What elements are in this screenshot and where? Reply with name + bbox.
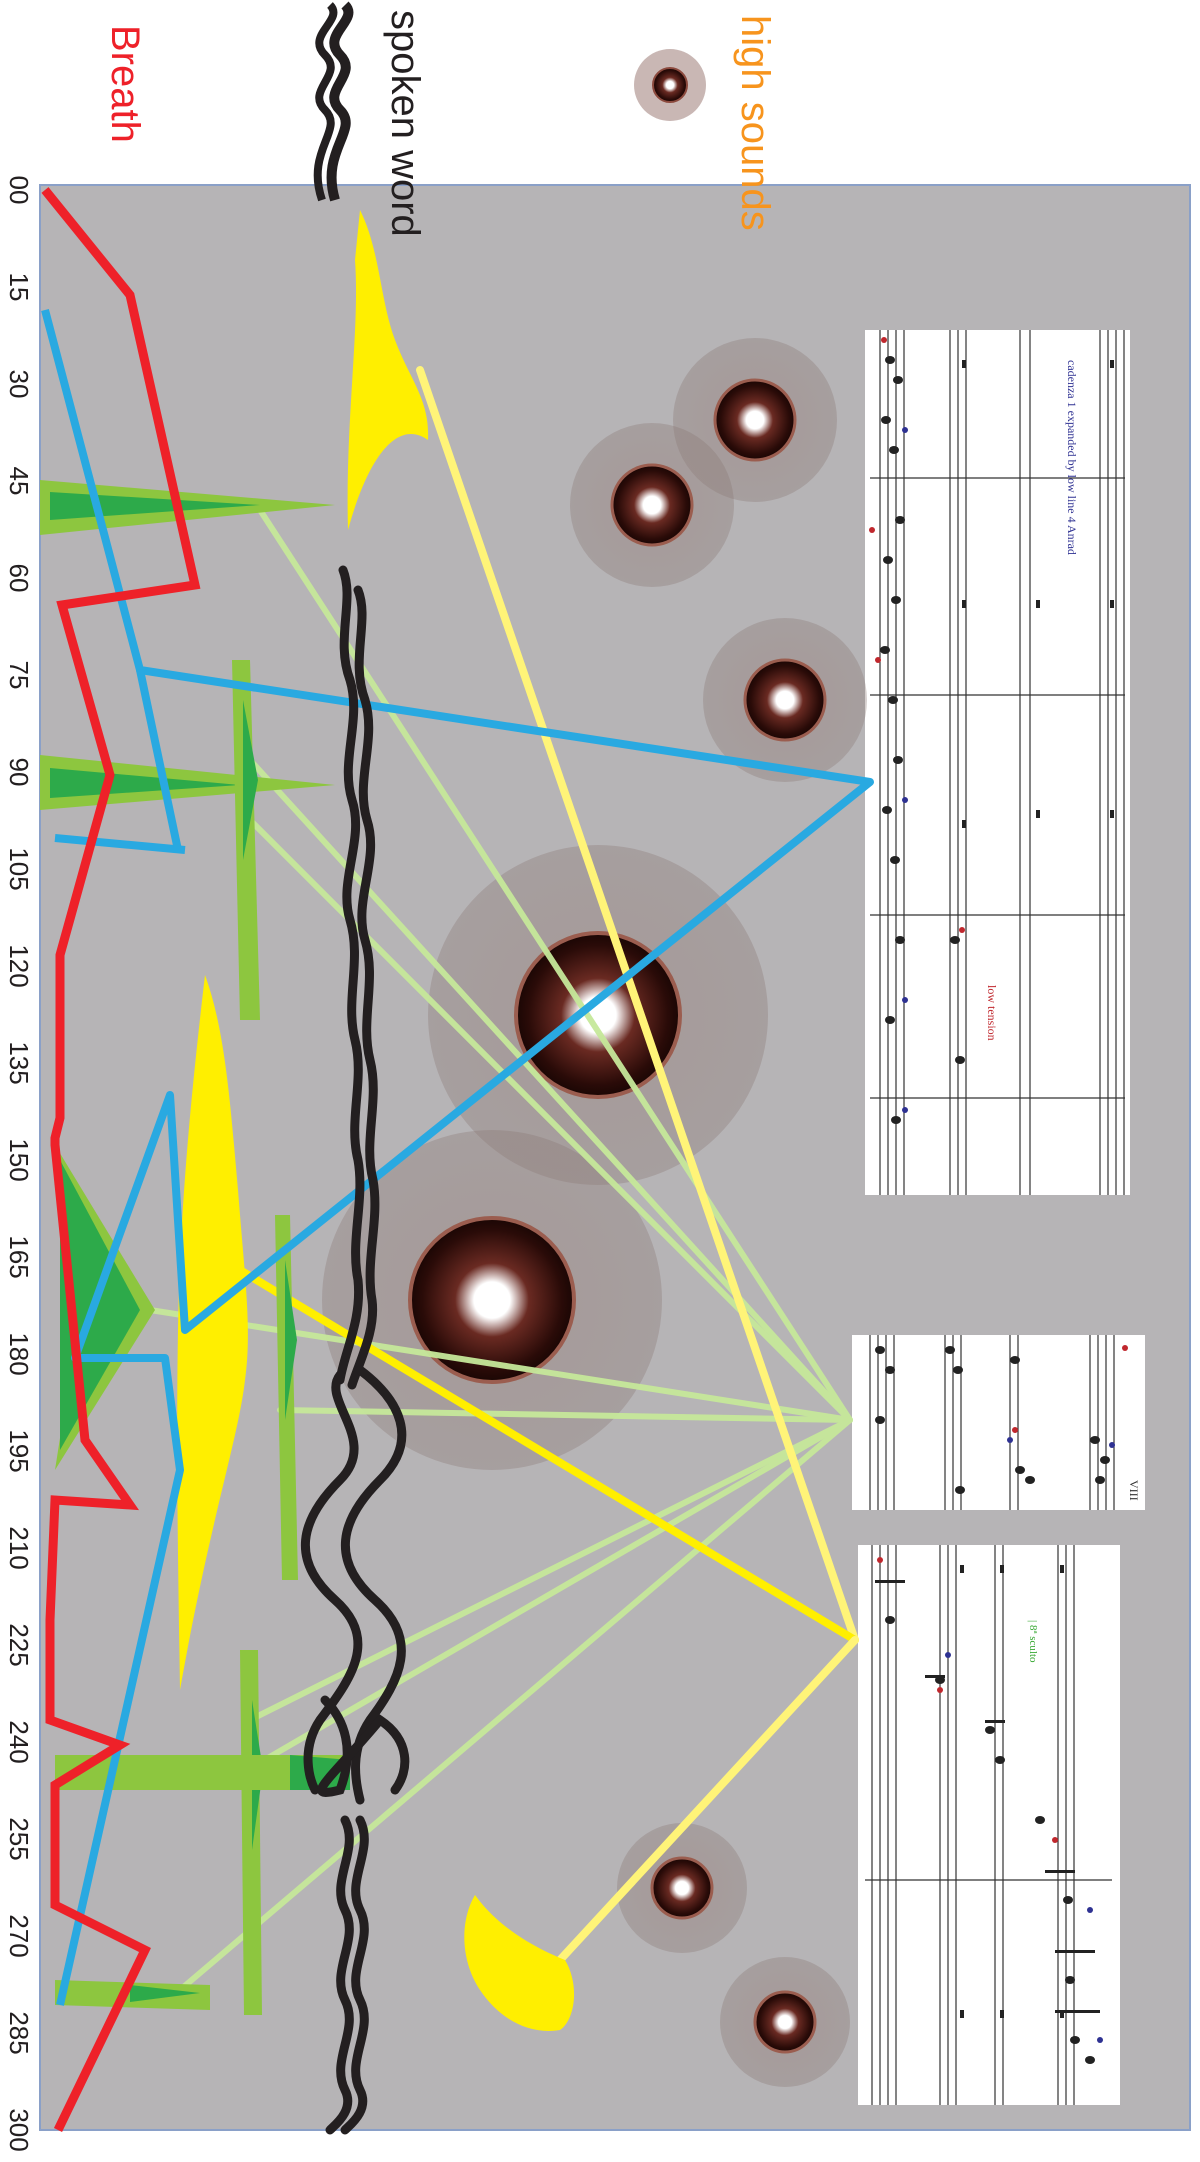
timeline-label: 285 (4, 2011, 34, 2054)
score-2-number: VIII (1127, 1480, 1141, 1501)
score-excerpt-2: VIII (852, 1335, 1145, 1510)
legend-high-sounds-icon (634, 49, 706, 121)
timeline-label: 225 (4, 1623, 34, 1666)
green-shapes (40, 480, 350, 2015)
high-sound-3 (703, 618, 867, 782)
legend-spoken-word-icon (326, 1, 354, 202)
legend-high-sounds-label: high sounds (733, 15, 777, 231)
timeline-label: 240 (4, 1720, 34, 1763)
blue-path (41, 308, 874, 2006)
timeline-label: 75 (4, 661, 34, 690)
timeline-label: 90 (4, 758, 34, 787)
score-1-marking: low tension (985, 985, 999, 1041)
timeline-label: 135 (4, 1041, 34, 1084)
timeline-label: 30 (4, 370, 34, 399)
score-excerpt-3: | 8ª sculto (858, 1545, 1120, 2105)
score-3-marking: | 8ª sculto (1027, 1620, 1039, 1663)
timeline-label: 165 (4, 1235, 34, 1278)
high-sound-5 (322, 1130, 662, 1470)
timeline-label: 120 (4, 944, 34, 987)
legend-breath-label: Breath (103, 25, 147, 143)
timeline-label: 45 (4, 467, 34, 496)
timeline-label: 255 (4, 1817, 34, 1860)
score-excerpt-1: cadenza 1 expanded by low line 4 Anrad l… (865, 330, 1130, 1195)
timeline-axis: 00 15 30 45 60 75 90 105 120 135 150 165 180 195 210 22… (4, 176, 34, 2152)
timeline-label: 180 (4, 1332, 34, 1375)
timeline-label: 105 (4, 847, 34, 890)
breath-path (41, 187, 201, 2132)
timeline-label: 300 (4, 2108, 34, 2151)
yellow-connectors (236, 366, 859, 1964)
timeline-label: 270 (4, 1914, 34, 1957)
timeline-label: 00 (4, 176, 34, 205)
legend-spoken-word-label: spoken word (383, 10, 427, 237)
timeline-label: 60 (4, 564, 34, 593)
yellow-shapes (177, 210, 575, 2031)
spoken-word-path (300, 565, 410, 2135)
timeline-label: 150 (4, 1138, 34, 1181)
timeline-label: 15 (4, 273, 34, 302)
score-1-title: cadenza 1 expanded by low line 4 Anrad (1065, 360, 1079, 555)
high-sound-7 (720, 1957, 850, 2087)
timeline-label: 210 (4, 1526, 34, 1569)
timeline-label: 195 (4, 1429, 34, 1472)
high-sound-6 (617, 1823, 747, 1953)
high-sound-2 (570, 423, 734, 587)
